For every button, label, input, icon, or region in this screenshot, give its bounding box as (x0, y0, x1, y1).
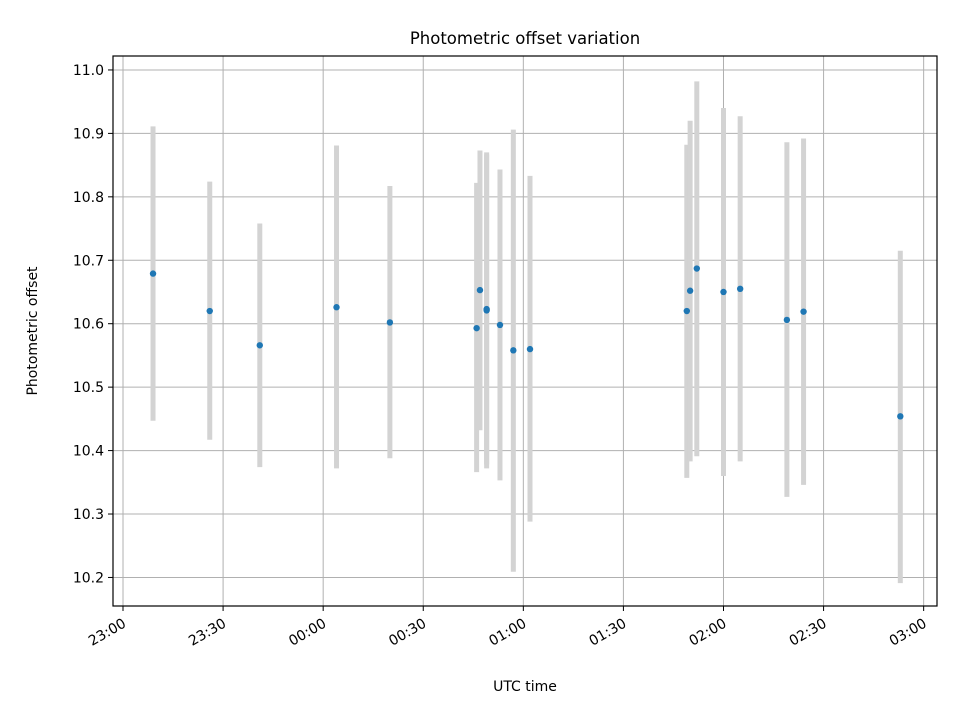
y-tick-label: 10.3 (73, 507, 104, 523)
y-axis-ticks: 10.2 10.3 10.4 10.5 10.6 10.7 10.8 10.9 11.0 (73, 63, 113, 586)
x-tick-label: 23:30 (186, 616, 229, 650)
x-tick-label: 03:00 (887, 616, 930, 650)
x-tick-label: 02:30 (787, 616, 830, 650)
plot-frame (112, 55, 938, 607)
y-tick-label: 10.4 (73, 444, 104, 460)
chart-title: Photometric offset variation (410, 29, 640, 48)
x-tick-label: 23:00 (86, 616, 129, 650)
data-point (473, 324, 480, 332)
x-tick-label: 02:00 (687, 616, 730, 650)
y-tick-label: 10.7 (73, 253, 104, 269)
y-tick-label: 10.5 (73, 380, 104, 396)
data-point (206, 307, 213, 315)
x-tick-label: 00:00 (286, 616, 329, 650)
y-tick-label: 10.8 (73, 190, 104, 206)
data-point (149, 270, 157, 277)
x-tick-label: 01:00 (486, 616, 529, 650)
data-point (736, 285, 744, 293)
data-point (386, 319, 394, 326)
y-tick-label: 10.6 (73, 317, 104, 333)
data-point (783, 316, 791, 324)
data-point (800, 308, 807, 315)
data-point (693, 265, 701, 272)
x-tick-label: 01:30 (586, 616, 629, 650)
data-point (483, 305, 490, 313)
x-axis-ticks: 23:00 23:30 00:00 00:30 01:00 01:30 02:00 02:30… (86, 606, 930, 650)
data-point (720, 288, 727, 296)
data-point (683, 307, 690, 315)
data-points (149, 265, 904, 420)
y-axis-label: Photometric offset (25, 266, 41, 396)
y-tick-label: 11.0 (73, 63, 104, 79)
data-point (256, 342, 263, 349)
data-point (496, 321, 504, 329)
data-point (510, 347, 517, 354)
grid-lines (113, 56, 937, 606)
data-point (333, 304, 340, 311)
data-point (476, 286, 484, 294)
y-tick-label: 10.2 (73, 570, 104, 586)
x-tick-label: 00:30 (386, 616, 429, 650)
data-point (897, 413, 904, 420)
data-point (686, 287, 694, 294)
error-bars (150, 81, 903, 584)
data-point (526, 345, 534, 353)
y-tick-label: 10.9 (73, 126, 104, 142)
x-axis-label: UTC time (493, 679, 557, 695)
